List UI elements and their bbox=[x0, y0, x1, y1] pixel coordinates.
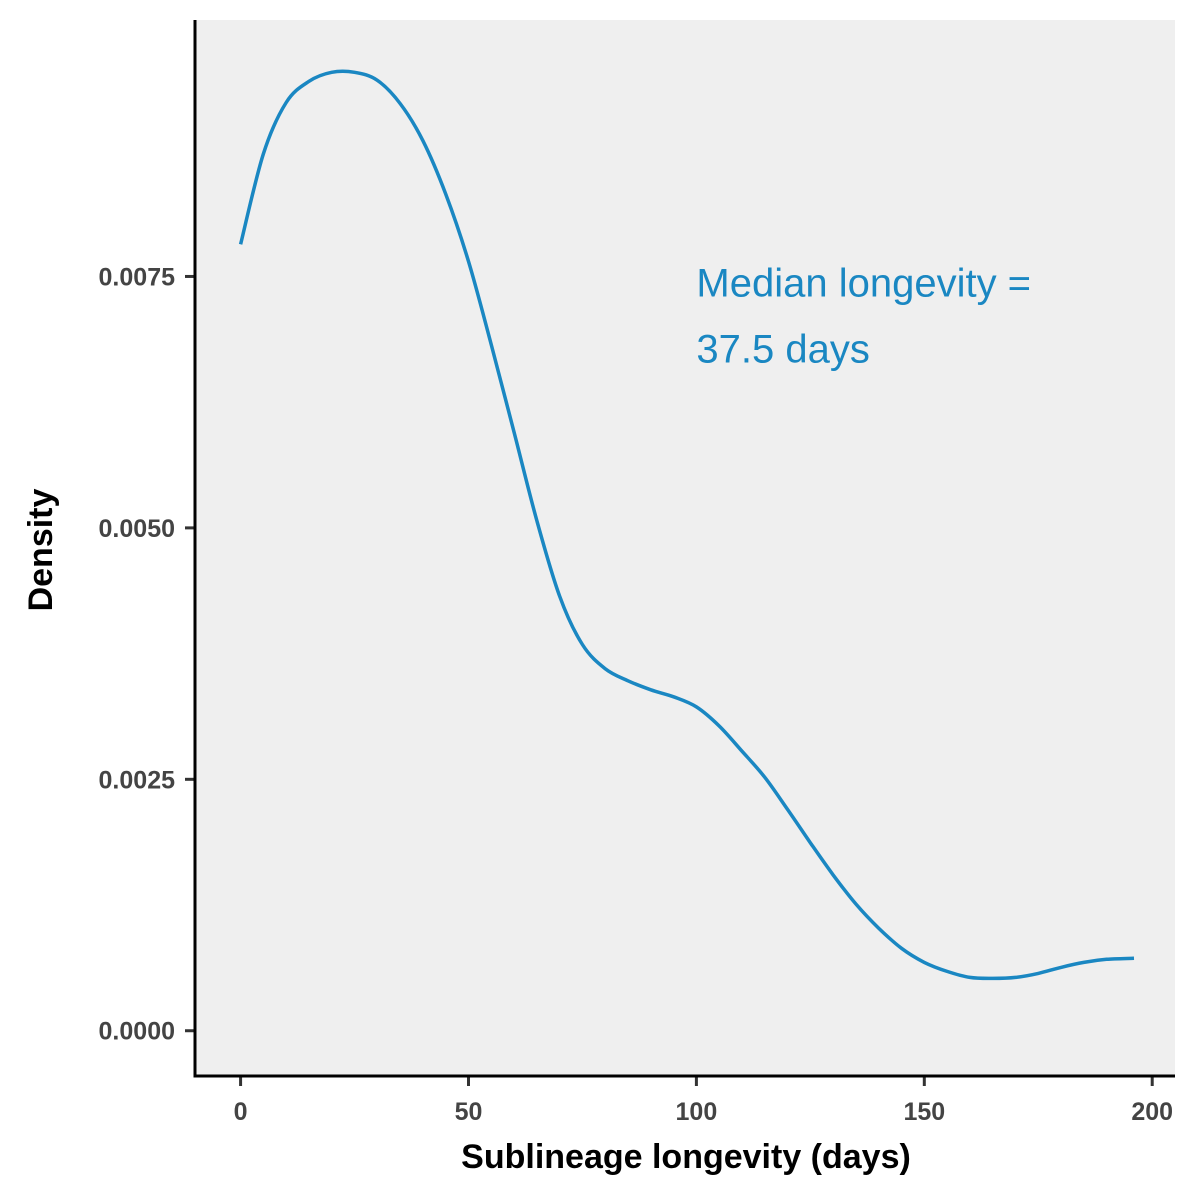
density-curve bbox=[238, 69, 1135, 981]
x-tick-label: 50 bbox=[455, 1098, 483, 1126]
annotation-median: Median longevity = 37.5 days bbox=[696, 262, 1031, 372]
y-tick-label: 0.0050 bbox=[99, 515, 175, 543]
x-axis-title: Sublineage longevity (days) bbox=[461, 1138, 911, 1176]
annotation-line: 37.5 days bbox=[696, 328, 869, 372]
x-tick-label: 0 bbox=[234, 1098, 248, 1126]
y-axis-title: Density bbox=[22, 489, 60, 612]
x-tick-label: 150 bbox=[903, 1098, 945, 1126]
plot-panel bbox=[195, 20, 1175, 1076]
y-tick-label: 0.0000 bbox=[99, 1018, 175, 1046]
x-tick-label: 200 bbox=[1131, 1098, 1173, 1126]
x-tick-label: 100 bbox=[676, 1098, 718, 1126]
y-tick-label: 0.0025 bbox=[99, 766, 176, 794]
y-tick-label: 0.0075 bbox=[99, 263, 176, 291]
annotation-line: Median longevity = bbox=[696, 262, 1031, 306]
